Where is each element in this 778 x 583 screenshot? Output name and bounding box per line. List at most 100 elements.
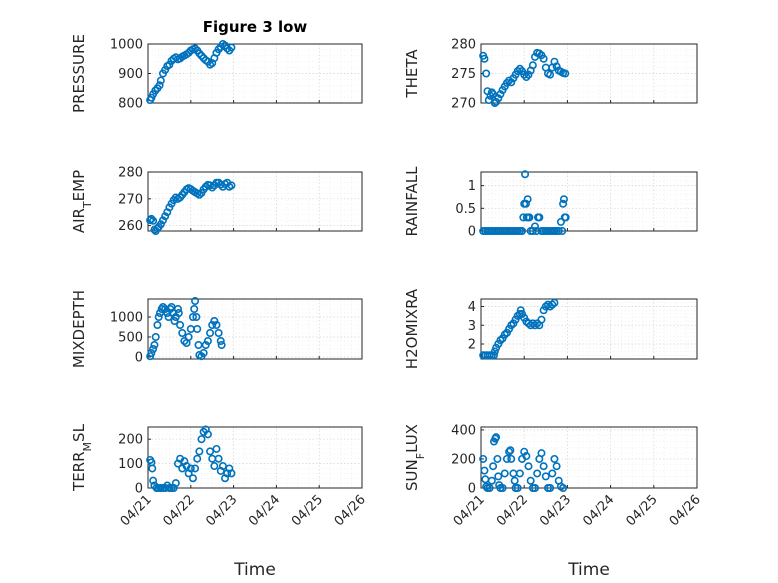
data-point [173,304,182,313]
data-point [520,447,529,456]
y-tick-label: 200 [451,452,476,467]
data-point [480,54,489,63]
y-tick-label: 1000 [110,38,143,53]
y-axis-label: PRESSURE [70,34,88,113]
data-point [550,298,559,307]
y-tick-label: 200 [118,433,143,448]
y-tick-label: 100 [118,457,143,472]
data-point [170,316,179,325]
axes-border [480,171,698,232]
y-axis-label: RAINFALL [403,166,421,237]
data-point [484,96,493,105]
data-point [190,304,199,313]
data-point [548,469,557,478]
y-tick-label: 260 [118,219,143,234]
data-point [171,479,180,488]
data-point [521,199,530,208]
panel-pressure: 800 900 1000 PRESSURE Figure 3 low [70,18,363,113]
data-point [482,69,491,78]
data-point [559,483,568,492]
data-point [155,81,164,90]
panel-rainfall: 0 0.5 1 RAINFALL [403,166,698,240]
data-point [214,454,223,463]
data-point [494,94,503,103]
y-axis-label: MIXDEPTH [70,290,88,368]
y-axis-label: AIRTEMP [70,170,94,233]
data-point [155,308,164,317]
data-point [208,183,217,192]
y-tick-label: 270 [118,192,143,207]
data-point [500,469,509,478]
data-point [546,483,555,492]
axes-border [147,171,363,232]
y-tick-label: 500 [118,331,143,346]
data-point [216,336,225,345]
data-point [191,464,200,473]
data-point [195,447,204,456]
data-point [186,464,195,473]
x-tick-label: 04/24 [580,492,617,529]
y-tick-label: 1000 [110,311,143,326]
data-point [521,170,530,179]
y-tick-label: 900 [118,67,143,82]
y-tick-label: 0 [468,482,476,497]
x-tick-label: 04/26 [667,492,704,529]
y-tick-label: 400 [451,423,476,438]
data-point [533,469,542,478]
y-tick-label: 0.5 [455,202,476,217]
data-point [203,430,212,439]
data-point [510,476,519,485]
data-point [191,44,200,53]
data-point [561,213,570,222]
data-point [507,78,516,87]
panel-mixdepth: 0 500 1000 MIXDEPTH [70,290,363,368]
panel-sun-flux: 0 200 400 SUNFLUX 04/21 04/22 04/23 04/24 04/25 0… [403,423,704,580]
data-point [561,69,570,78]
x-tick-label: 04/26 [332,492,369,529]
data-point [489,351,498,360]
axes-border [480,298,698,360]
data-point [206,181,215,190]
y-tick-label: 280 [451,38,476,53]
data-point [161,212,170,221]
data-point [489,90,498,99]
data-point [513,483,522,492]
data-point [490,347,499,356]
y-tick-label: 4 [468,300,476,315]
y-tick-label: 3 [468,319,476,334]
data-point [558,227,567,236]
data-point [526,476,535,485]
data-point [516,306,525,315]
data-point [541,472,550,481]
data-point [214,328,223,337]
data-point [156,220,165,229]
data-point [506,446,515,455]
data-point [532,227,541,236]
data-point [176,320,185,329]
data-point [496,90,505,99]
data-point [199,348,208,357]
data-point [515,469,524,478]
axes-frame [147,426,363,489]
data-point [158,216,167,225]
x-tick-label: 04/23 [537,492,574,529]
data-point [528,61,537,70]
data-point [559,199,568,208]
x-tick-label: 04/23 [203,492,240,529]
data-point [149,476,158,485]
data-point [505,447,514,456]
data-point [227,469,236,478]
x-tick-label: 04/22 [161,492,198,529]
data-point [154,312,163,321]
x-axis-label: Time [233,560,276,580]
data-point [535,213,544,222]
data-point [203,336,212,345]
data-point [524,462,533,471]
axes-border [147,298,363,360]
data-point [552,462,561,471]
data-point [493,454,502,463]
panel-terr-msl: 0 100 200 TERRMSL 04/21 04/22 04/23 04/24 04/25 0… [70,423,369,580]
chart-title: Figure 3 low [203,18,308,36]
y-tick-label: 800 [118,97,143,112]
